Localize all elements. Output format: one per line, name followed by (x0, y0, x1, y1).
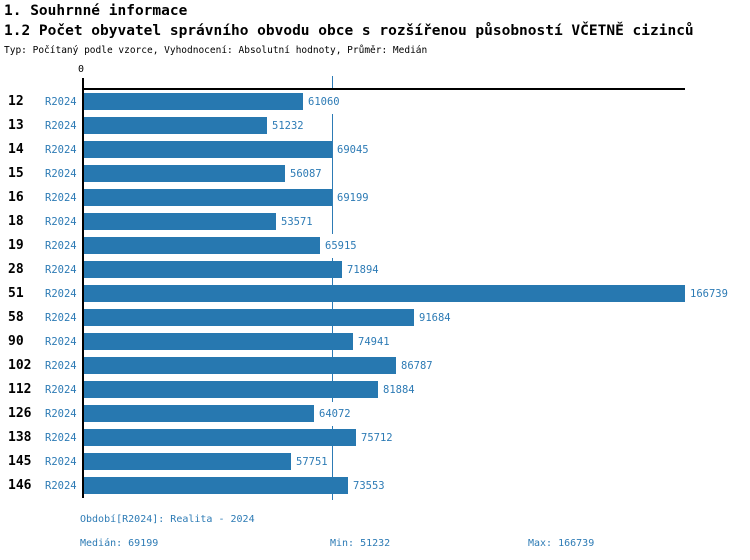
row-series-label: R2024 (45, 312, 77, 324)
chart-subtitle: Typ: Počítaný podle vzorce, Vyhodnocení:… (4, 45, 428, 56)
row-value-label: 69045 (336, 138, 370, 162)
row-value-label: 91684 (418, 306, 452, 330)
row-bar (84, 165, 285, 182)
row-value-label: 166739 (689, 282, 729, 306)
row-category-label: 58 (8, 310, 24, 325)
row-series-label: R2024 (45, 240, 77, 252)
row-series-label: R2024 (45, 432, 77, 444)
row-bar (84, 237, 320, 254)
row-category-label: 90 (8, 334, 24, 349)
section-title: 1. Souhrnné informace (4, 3, 188, 19)
row-series-label: R2024 (45, 144, 77, 156)
chart-row: 146 R2024 73553 (0, 474, 750, 498)
row-series-label: R2024 (45, 384, 77, 396)
row-bar (84, 453, 291, 470)
row-series-label: R2024 (45, 288, 77, 300)
row-series-label: R2024 (45, 264, 77, 276)
row-bar (84, 213, 276, 230)
row-series-label: R2024 (45, 192, 77, 204)
chart-row: 13 R2024 51232 (0, 114, 750, 138)
row-bar (84, 333, 353, 350)
row-bar (84, 141, 332, 158)
chart-row: 138 R2024 75712 (0, 426, 750, 450)
row-category-label: 12 (8, 94, 24, 109)
row-value-label: 51232 (271, 114, 305, 138)
chart-row: 19 R2024 65915 (0, 234, 750, 258)
row-bar (84, 93, 303, 110)
row-value-label: 65915 (324, 234, 358, 258)
row-series-label: R2024 (45, 216, 77, 228)
row-series-label: R2024 (45, 480, 77, 492)
row-category-label: 16 (8, 190, 24, 205)
row-category-label: 126 (8, 406, 32, 421)
row-series-label: R2024 (45, 360, 77, 372)
chart-row: 112 R2024 81884 (0, 378, 750, 402)
row-value-label: 86787 (400, 354, 434, 378)
row-category-label: 28 (8, 262, 24, 277)
chart-row: 16 R2024 69199 (0, 186, 750, 210)
row-value-label: 57751 (295, 450, 329, 474)
row-series-label: R2024 (45, 120, 77, 132)
row-series-label: R2024 (45, 168, 77, 180)
row-category-label: 13 (8, 118, 24, 133)
row-category-label: 146 (8, 478, 32, 493)
chart-row: 145 R2024 57751 (0, 450, 750, 474)
chart-row: 15 R2024 56087 (0, 162, 750, 186)
row-value-label: 81884 (382, 378, 416, 402)
row-value-label: 71894 (346, 258, 380, 282)
chart-row: 12 R2024 61060 (0, 90, 750, 114)
footer-period: Období[R2024]: Realita - 2024 (80, 514, 255, 525)
chart-row: 58 R2024 91684 (0, 306, 750, 330)
row-category-label: 145 (8, 454, 32, 469)
chart-title: 1.2 Počet obyvatel správního obvodu obce… (4, 23, 694, 39)
row-category-label: 18 (8, 214, 24, 229)
footer-min-stat: Min: 51232 (330, 538, 391, 549)
row-series-label: R2024 (45, 96, 77, 108)
x-axis-zero-label: 0 (78, 64, 85, 75)
row-bar (84, 309, 414, 326)
row-value-label: 69199 (336, 186, 370, 210)
chart-row: 90 R2024 74941 (0, 330, 750, 354)
row-category-label: 14 (8, 142, 24, 157)
row-series-label: R2024 (45, 408, 77, 420)
y-axis-line (82, 78, 84, 498)
row-bar (84, 477, 348, 494)
chart-row: 102 R2024 86787 (0, 354, 750, 378)
row-value-label: 61060 (307, 90, 341, 114)
chart-row: 18 R2024 53571 (0, 210, 750, 234)
row-bar (84, 429, 356, 446)
row-value-label: 56087 (289, 162, 323, 186)
row-category-label: 112 (8, 382, 32, 397)
row-value-label: 74941 (357, 330, 391, 354)
row-category-label: 15 (8, 166, 24, 181)
x-axis-line (82, 88, 685, 90)
row-category-label: 51 (8, 286, 24, 301)
row-value-label: 64072 (318, 402, 352, 426)
chart-row: 126 R2024 64072 (0, 402, 750, 426)
row-bar (84, 381, 378, 398)
row-category-label: 19 (8, 238, 24, 253)
row-value-label: 53571 (280, 210, 314, 234)
row-bar (84, 285, 685, 302)
row-bar (84, 405, 314, 422)
row-bar (84, 117, 267, 134)
row-category-label: 102 (8, 358, 32, 373)
row-bar (84, 261, 342, 278)
row-series-label: R2024 (45, 456, 77, 468)
row-value-label: 75712 (360, 426, 394, 450)
footer-max-stat: Max: 166739 (528, 538, 595, 549)
footer-median-stat: Medián: 69199 (80, 538, 159, 549)
row-series-label: R2024 (45, 336, 77, 348)
chart-row: 28 R2024 71894 (0, 258, 750, 282)
chart-row: 51 R2024 166739 (0, 282, 750, 306)
row-bar (84, 357, 396, 374)
row-bar (84, 189, 332, 206)
row-category-label: 138 (8, 430, 32, 445)
chart-row: 14 R2024 69045 (0, 138, 750, 162)
row-value-label: 73553 (352, 474, 386, 498)
